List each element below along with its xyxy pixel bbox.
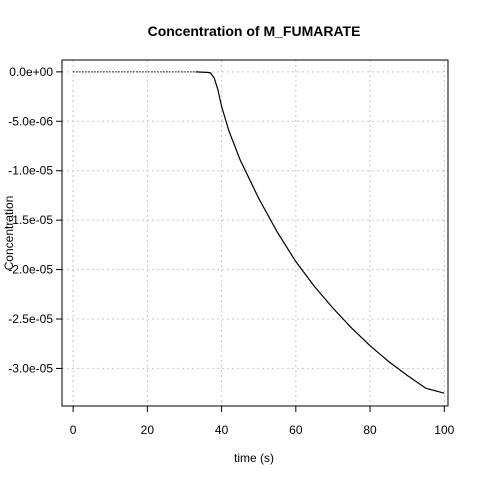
- y-tick-label: -2.0e-05: [8, 263, 53, 277]
- y-tick-label: -5.0e-06: [8, 114, 53, 128]
- x-tick-label: 60: [289, 423, 303, 437]
- x-tick-label: 40: [215, 423, 229, 437]
- y-tick-label: -3.0e-05: [8, 361, 53, 375]
- chart-title: Concentration of M_FUMARATE: [148, 23, 361, 39]
- y-tick-label: -1.5e-05: [8, 213, 53, 227]
- x-tick-label: 100: [434, 423, 454, 437]
- grid: [62, 60, 448, 406]
- y-tick-label: -1.0e-05: [8, 164, 53, 178]
- x-tick-label: 0: [70, 423, 77, 437]
- plot-frame: [61, 59, 449, 407]
- series-line-2: [195, 71, 445, 394]
- x-axis-label: time (s): [234, 451, 274, 465]
- x-axis: 0 20 40 60 80 100: [70, 406, 455, 437]
- series-layer: [73, 71, 445, 394]
- y-tick-label: -2.5e-05: [8, 312, 53, 326]
- x-tick-label: 20: [141, 423, 155, 437]
- y-axis: 0.0e+00 -5.0e-06 -1.0e-05 -1.5e-05 -2.0e-05 -…: [8, 65, 62, 375]
- x-tick-label: 80: [363, 423, 377, 437]
- y-axis-label: Concentration: [2, 196, 16, 271]
- y-tick-label: 0.0e+00: [9, 65, 53, 79]
